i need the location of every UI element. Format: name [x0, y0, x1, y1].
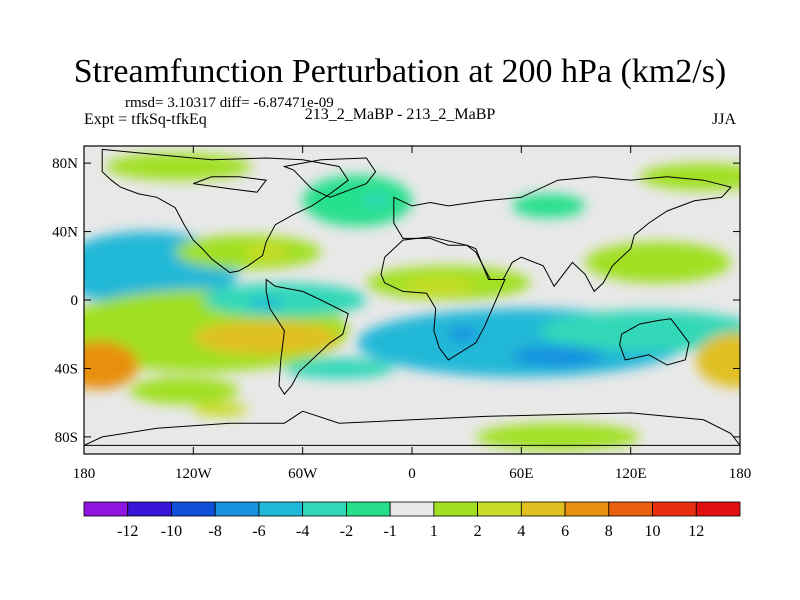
colorbar-swatch-13 [652, 501, 697, 517]
colorbar-label-10: 6 [561, 523, 569, 540]
colorbar-label-3: -6 [252, 523, 265, 540]
y-tick-label-4: 80S [55, 430, 78, 446]
experiment-label: Expt = tfkSq-tfkEq [84, 111, 207, 128]
y-tick-label-3: 40S [55, 361, 78, 377]
x-tick-label-4: 60E [509, 466, 533, 482]
colorbar-swatch-1 [127, 501, 172, 517]
stats-label: rmsd= 3.10317 diff= -6.87471e-09 [125, 95, 334, 111]
coastline-8 [193, 176, 268, 193]
field-s-atlantic-low [284, 358, 394, 379]
coastline-6 [84, 410, 740, 446]
field-arctic-low-core [360, 193, 391, 208]
x-tick-label-1: 120W [175, 466, 213, 482]
colorbar-swatch-4 [258, 501, 304, 517]
coastline-5 [619, 318, 690, 366]
field-asian-high [585, 241, 731, 283]
colorbar-label-0: -12 [117, 523, 138, 540]
colorbar-label-7: 1 [430, 523, 438, 540]
field-tropical-atlantic-low [202, 282, 367, 318]
colorbar-label-9: 4 [517, 523, 525, 540]
colorbar-swatch-0 [83, 501, 129, 517]
colorbar-swatch-11 [564, 501, 610, 517]
colorbar-swatch-2 [171, 501, 216, 517]
colorbar-label-4: -4 [296, 523, 309, 540]
field-n-america-high [244, 243, 289, 261]
field-antarctic-high [475, 423, 640, 451]
field-s-pacific-small-high [193, 402, 249, 417]
x-tick-label-0: 180 [73, 466, 96, 482]
chart-title: Streamfunction Perturbation at 200 hPa (… [73, 53, 727, 90]
coastline-7 [282, 157, 377, 198]
colorbar-swatch-9 [477, 501, 522, 517]
colorbar-swatch-6 [345, 501, 391, 517]
colorbar-label-5: -2 [340, 523, 353, 540]
field-arctic-low [302, 175, 413, 227]
field-siberian-low [512, 193, 586, 218]
colorbar-label-11: 8 [605, 523, 613, 540]
field-indian-ocean-low-core [512, 346, 604, 367]
field-africa-high-core [402, 277, 476, 295]
x-tick-label-6: 180 [729, 466, 752, 482]
field-africa-low [448, 327, 478, 342]
field-sw-pacific-high [84, 341, 139, 389]
coastline-1 [101, 148, 349, 274]
coastline-2 [265, 278, 349, 395]
colorbar-swatch-10 [520, 501, 566, 517]
colorbar-label-8: 2 [474, 523, 482, 540]
x-tick-label-2: 60W [288, 466, 318, 482]
cases-label: 213_2_MaBP - 213_2_MaBP [304, 106, 496, 123]
y-tick-label-0: 80N [52, 156, 78, 172]
colorbar-label-1: -10 [161, 523, 182, 540]
colorbar-swatch-3 [214, 501, 260, 517]
season-label: JJA [712, 111, 737, 128]
colorbar-swatch-14 [695, 501, 741, 517]
colorbar-label-6: -1 [383, 523, 396, 540]
coastline-4 [380, 236, 506, 361]
colorbar-swatch-7 [389, 501, 435, 517]
x-tick-label-5: 120E [615, 466, 647, 482]
field-e-asia-arctic-high [639, 163, 740, 191]
coastline-3 [393, 176, 732, 293]
colorbar-swatch-8 [433, 501, 479, 517]
field-s-pacific-ridge [129, 377, 239, 405]
colorbar-label-13: 12 [688, 523, 704, 540]
field-equatorial-low [248, 298, 285, 309]
field-se-indian-high [696, 332, 740, 388]
field-indian-ocean-weak-low [539, 310, 740, 352]
y-tick-label-1: 40N [52, 225, 78, 241]
colorbar-label-12: 10 [645, 523, 661, 540]
field-se-pacific-high [193, 320, 340, 355]
colorbar-label-2: -8 [209, 523, 222, 540]
colorbar-swatch-12 [608, 501, 653, 517]
x-tick-label-3: 0 [408, 466, 416, 482]
y-tick-label-2: 0 [71, 293, 79, 309]
colorbar-swatch-5 [302, 501, 347, 517]
